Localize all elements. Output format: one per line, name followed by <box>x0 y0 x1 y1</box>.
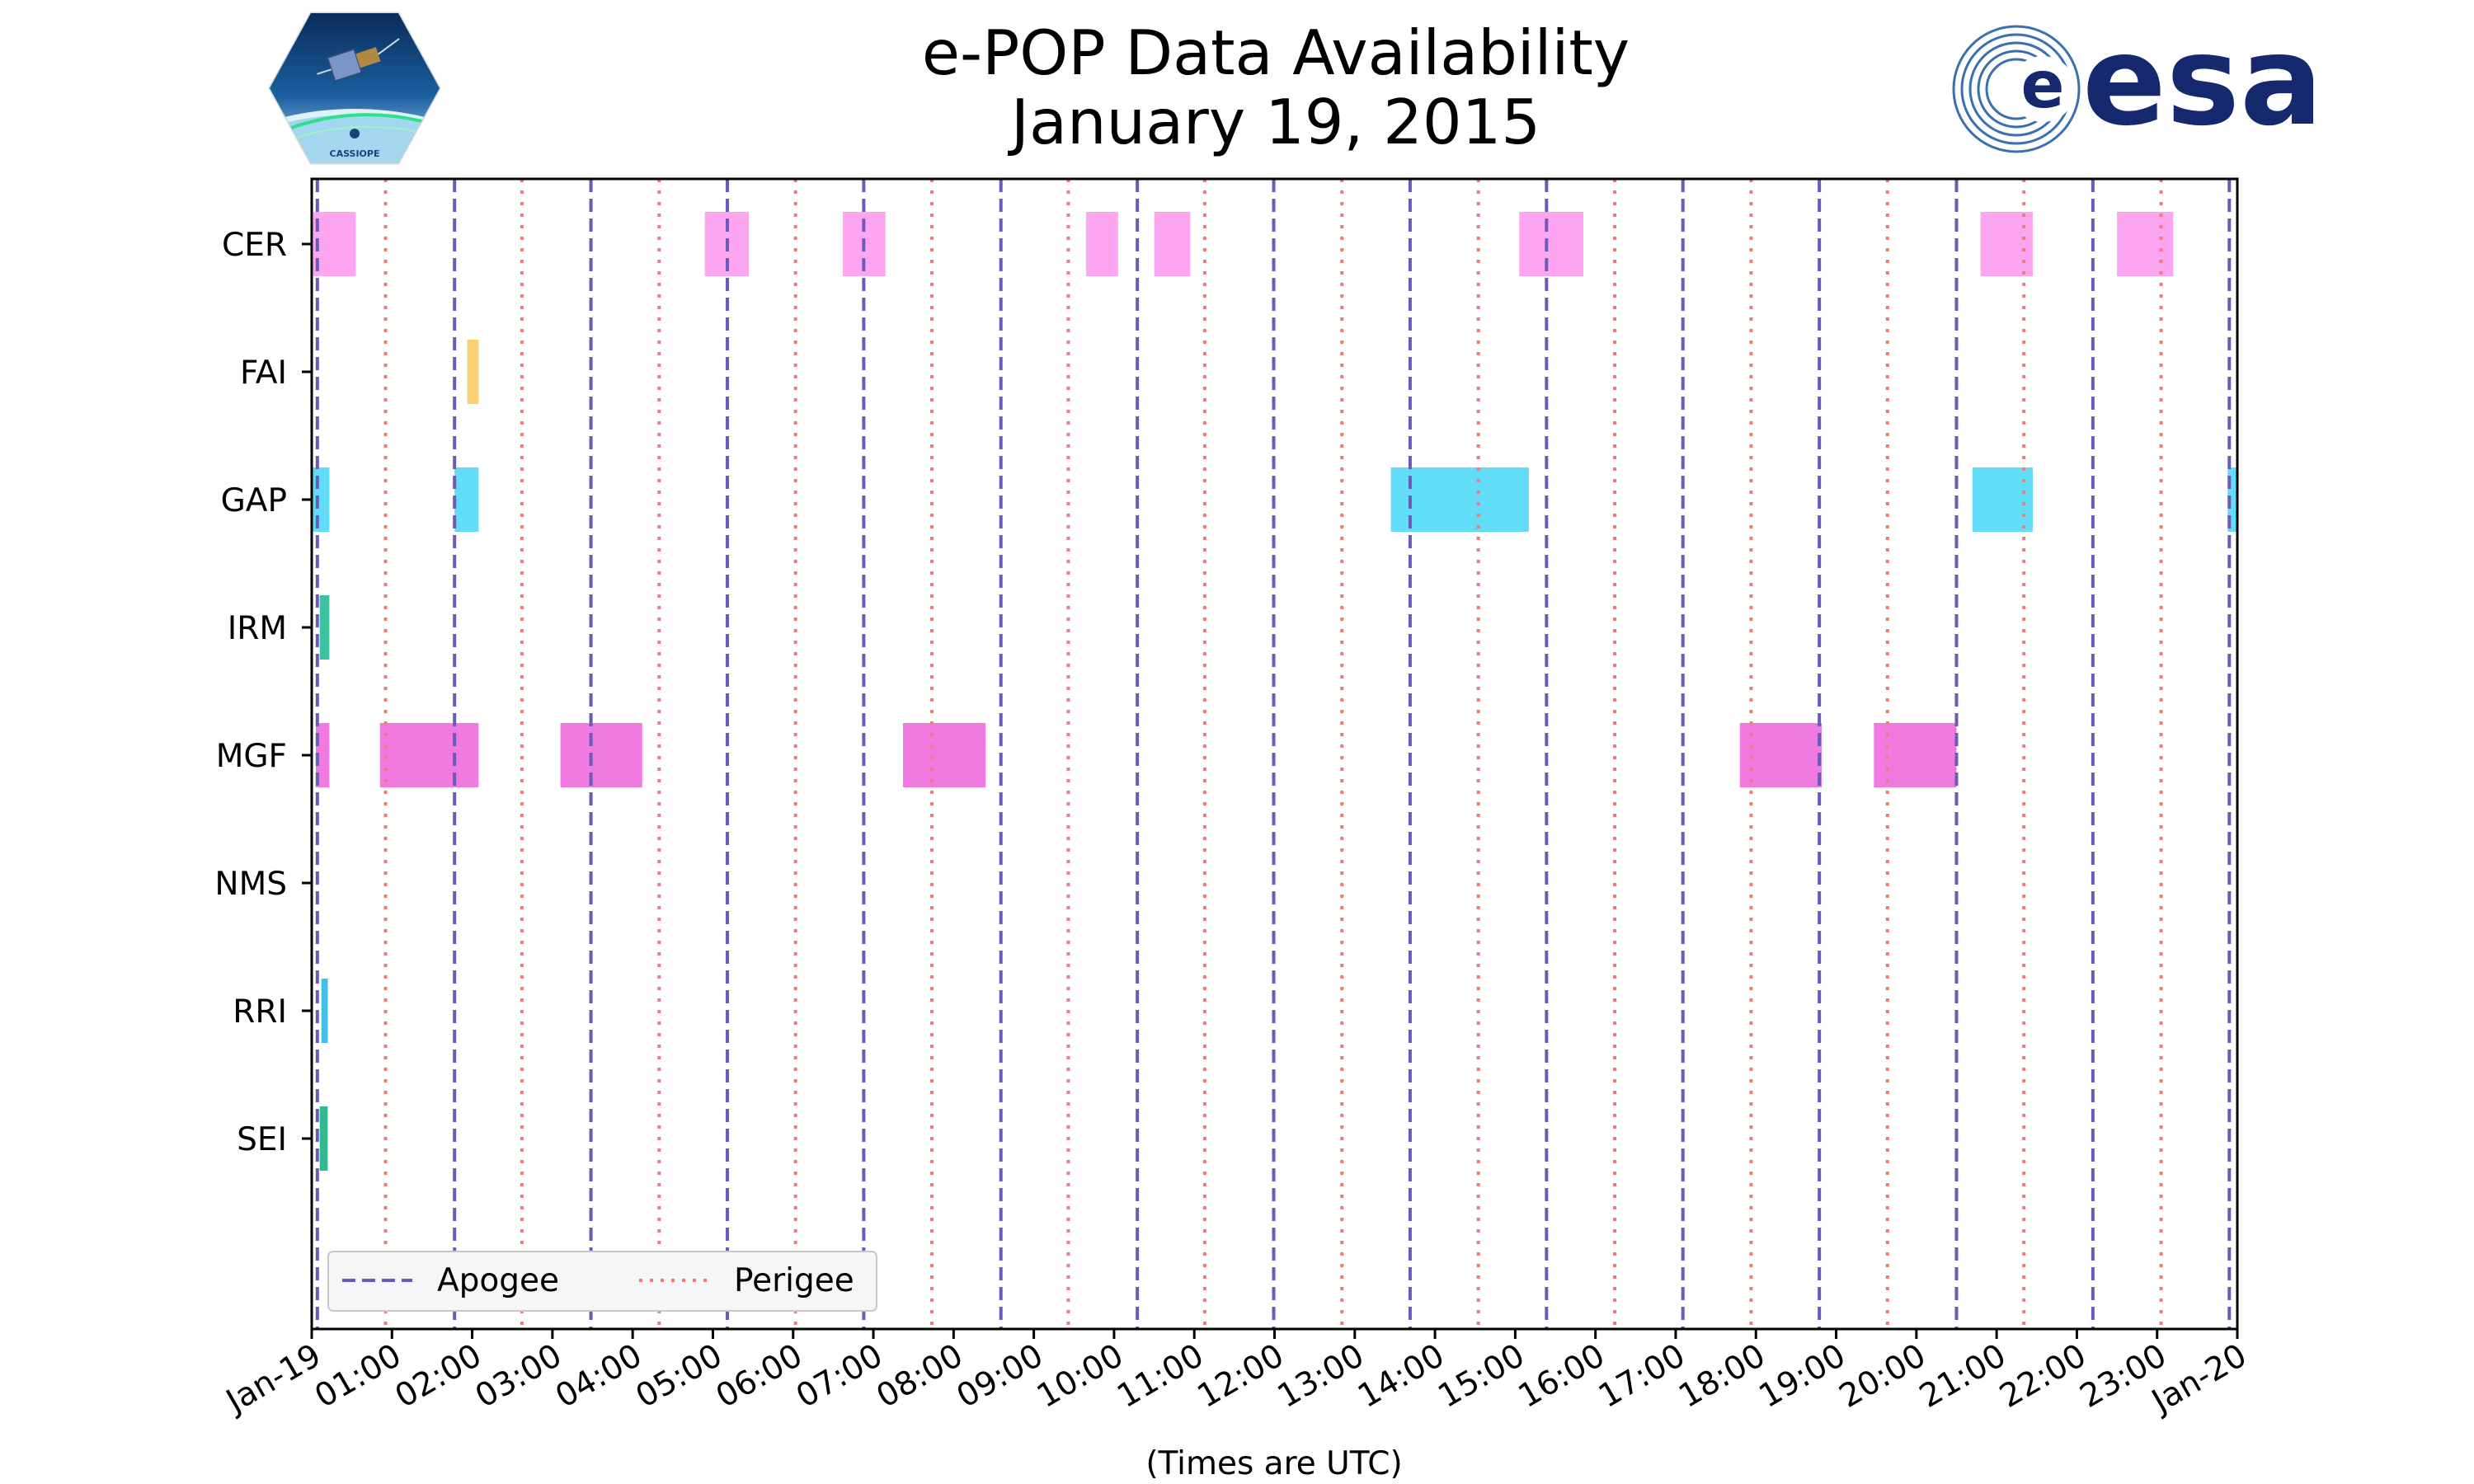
bar-mgf <box>315 723 330 787</box>
bar-cer <box>1980 212 2033 276</box>
x-tick-label: 18:00 <box>1672 1337 1771 1416</box>
x-tick-label: 04:00 <box>549 1337 648 1416</box>
legend-apogee-label: Apogee <box>437 1262 559 1299</box>
x-tick-label: 06:00 <box>710 1337 809 1416</box>
x-tick-label: 12:00 <box>1192 1337 1291 1416</box>
y-tick-label-sei: SEI <box>237 1121 287 1158</box>
x-tick-label: 08:00 <box>870 1337 969 1416</box>
y-axis: CER FAI GAP IRM MGF NMS RRI SEI <box>214 227 312 1158</box>
legend: Apogee Perigee <box>327 1251 877 1312</box>
bar-rri <box>321 979 328 1043</box>
bar-cer <box>2117 212 2174 276</box>
x-tick-label: 20:00 <box>1833 1337 1932 1416</box>
bar-mgf <box>560 723 642 787</box>
bar-sei <box>319 1106 328 1171</box>
bar-mgf <box>1874 723 1957 787</box>
y-tick-label-rri: RRI <box>233 993 287 1031</box>
bar-gap <box>1972 467 2033 532</box>
x-tick-label: 09:00 <box>951 1337 1050 1416</box>
event-lines-layer <box>315 179 2232 1329</box>
bars-layer <box>312 212 2237 1171</box>
x-tick-label: 11:00 <box>1111 1337 1210 1416</box>
bar-cer <box>313 212 356 276</box>
x-tick-label: 05:00 <box>630 1337 729 1416</box>
bar-fai <box>467 340 479 404</box>
y-tick-label-irm: IRM <box>228 610 287 647</box>
y-tick-label-gap: GAP <box>221 482 287 519</box>
x-tick-label: 01:00 <box>308 1337 407 1416</box>
x-tick-label: Jan-19 <box>219 1337 327 1421</box>
esa-logo: e esa <box>1952 21 2313 153</box>
x-tick-label: 10:00 <box>1031 1337 1130 1416</box>
bar-irm <box>319 595 330 660</box>
bar-gap <box>1390 467 1529 532</box>
x-axis: Jan-1901:0002:0003:0004:0005:0006:0007:0… <box>219 1329 2253 1421</box>
esa-logo-text: esa <box>2082 21 2313 153</box>
chart-title-line-2: January 19, 2015 <box>1010 86 1541 158</box>
x-tick-label: 19:00 <box>1753 1337 1852 1416</box>
x-tick-label: 22:00 <box>1994 1337 2093 1416</box>
y-tick-label-mgf: MGF <box>216 738 287 775</box>
svg-text:e: e <box>2021 49 2065 123</box>
y-tick-label-nms: NMS <box>214 866 287 903</box>
cassiope-logo-text: CASSIOPE <box>330 148 380 159</box>
legend-box <box>327 1251 877 1312</box>
x-tick-label: 16:00 <box>1512 1337 1611 1416</box>
bar-gap <box>2227 467 2237 532</box>
x-tick-label: 17:00 <box>1592 1337 1691 1416</box>
x-tick-label: 07:00 <box>790 1337 889 1416</box>
bar-mgf <box>903 723 986 787</box>
bar-cer <box>1085 212 1118 276</box>
x-tick-label: 13:00 <box>1272 1337 1371 1416</box>
cassiope-logo: CASSIOPE <box>268 12 441 165</box>
chart-title: e-POP Data Availability January 19, 2015 <box>0 18 2474 157</box>
x-tick-label: 03:00 <box>469 1337 568 1416</box>
x-tick-label: 21:00 <box>1913 1337 2012 1416</box>
bar-mgf <box>1739 723 1822 787</box>
chart-title-line-1: e-POP Data Availability <box>921 16 1630 89</box>
y-tick-label-fai: FAI <box>240 355 287 392</box>
x-tick-label: 02:00 <box>389 1337 488 1416</box>
y-tick-label-cer: CER <box>222 227 287 264</box>
bar-cer <box>1154 212 1191 276</box>
bar-mgf <box>379 723 479 787</box>
x-tick-label: 15:00 <box>1432 1337 1531 1416</box>
x-tick-label: 14:00 <box>1352 1337 1451 1416</box>
bar-gap <box>312 467 330 532</box>
bar-gap <box>454 467 479 532</box>
x-axis-label: (Times are UTC) <box>1145 1445 1402 1482</box>
bar-cer <box>1519 212 1583 276</box>
legend-perigee-label: Perigee <box>734 1262 854 1299</box>
